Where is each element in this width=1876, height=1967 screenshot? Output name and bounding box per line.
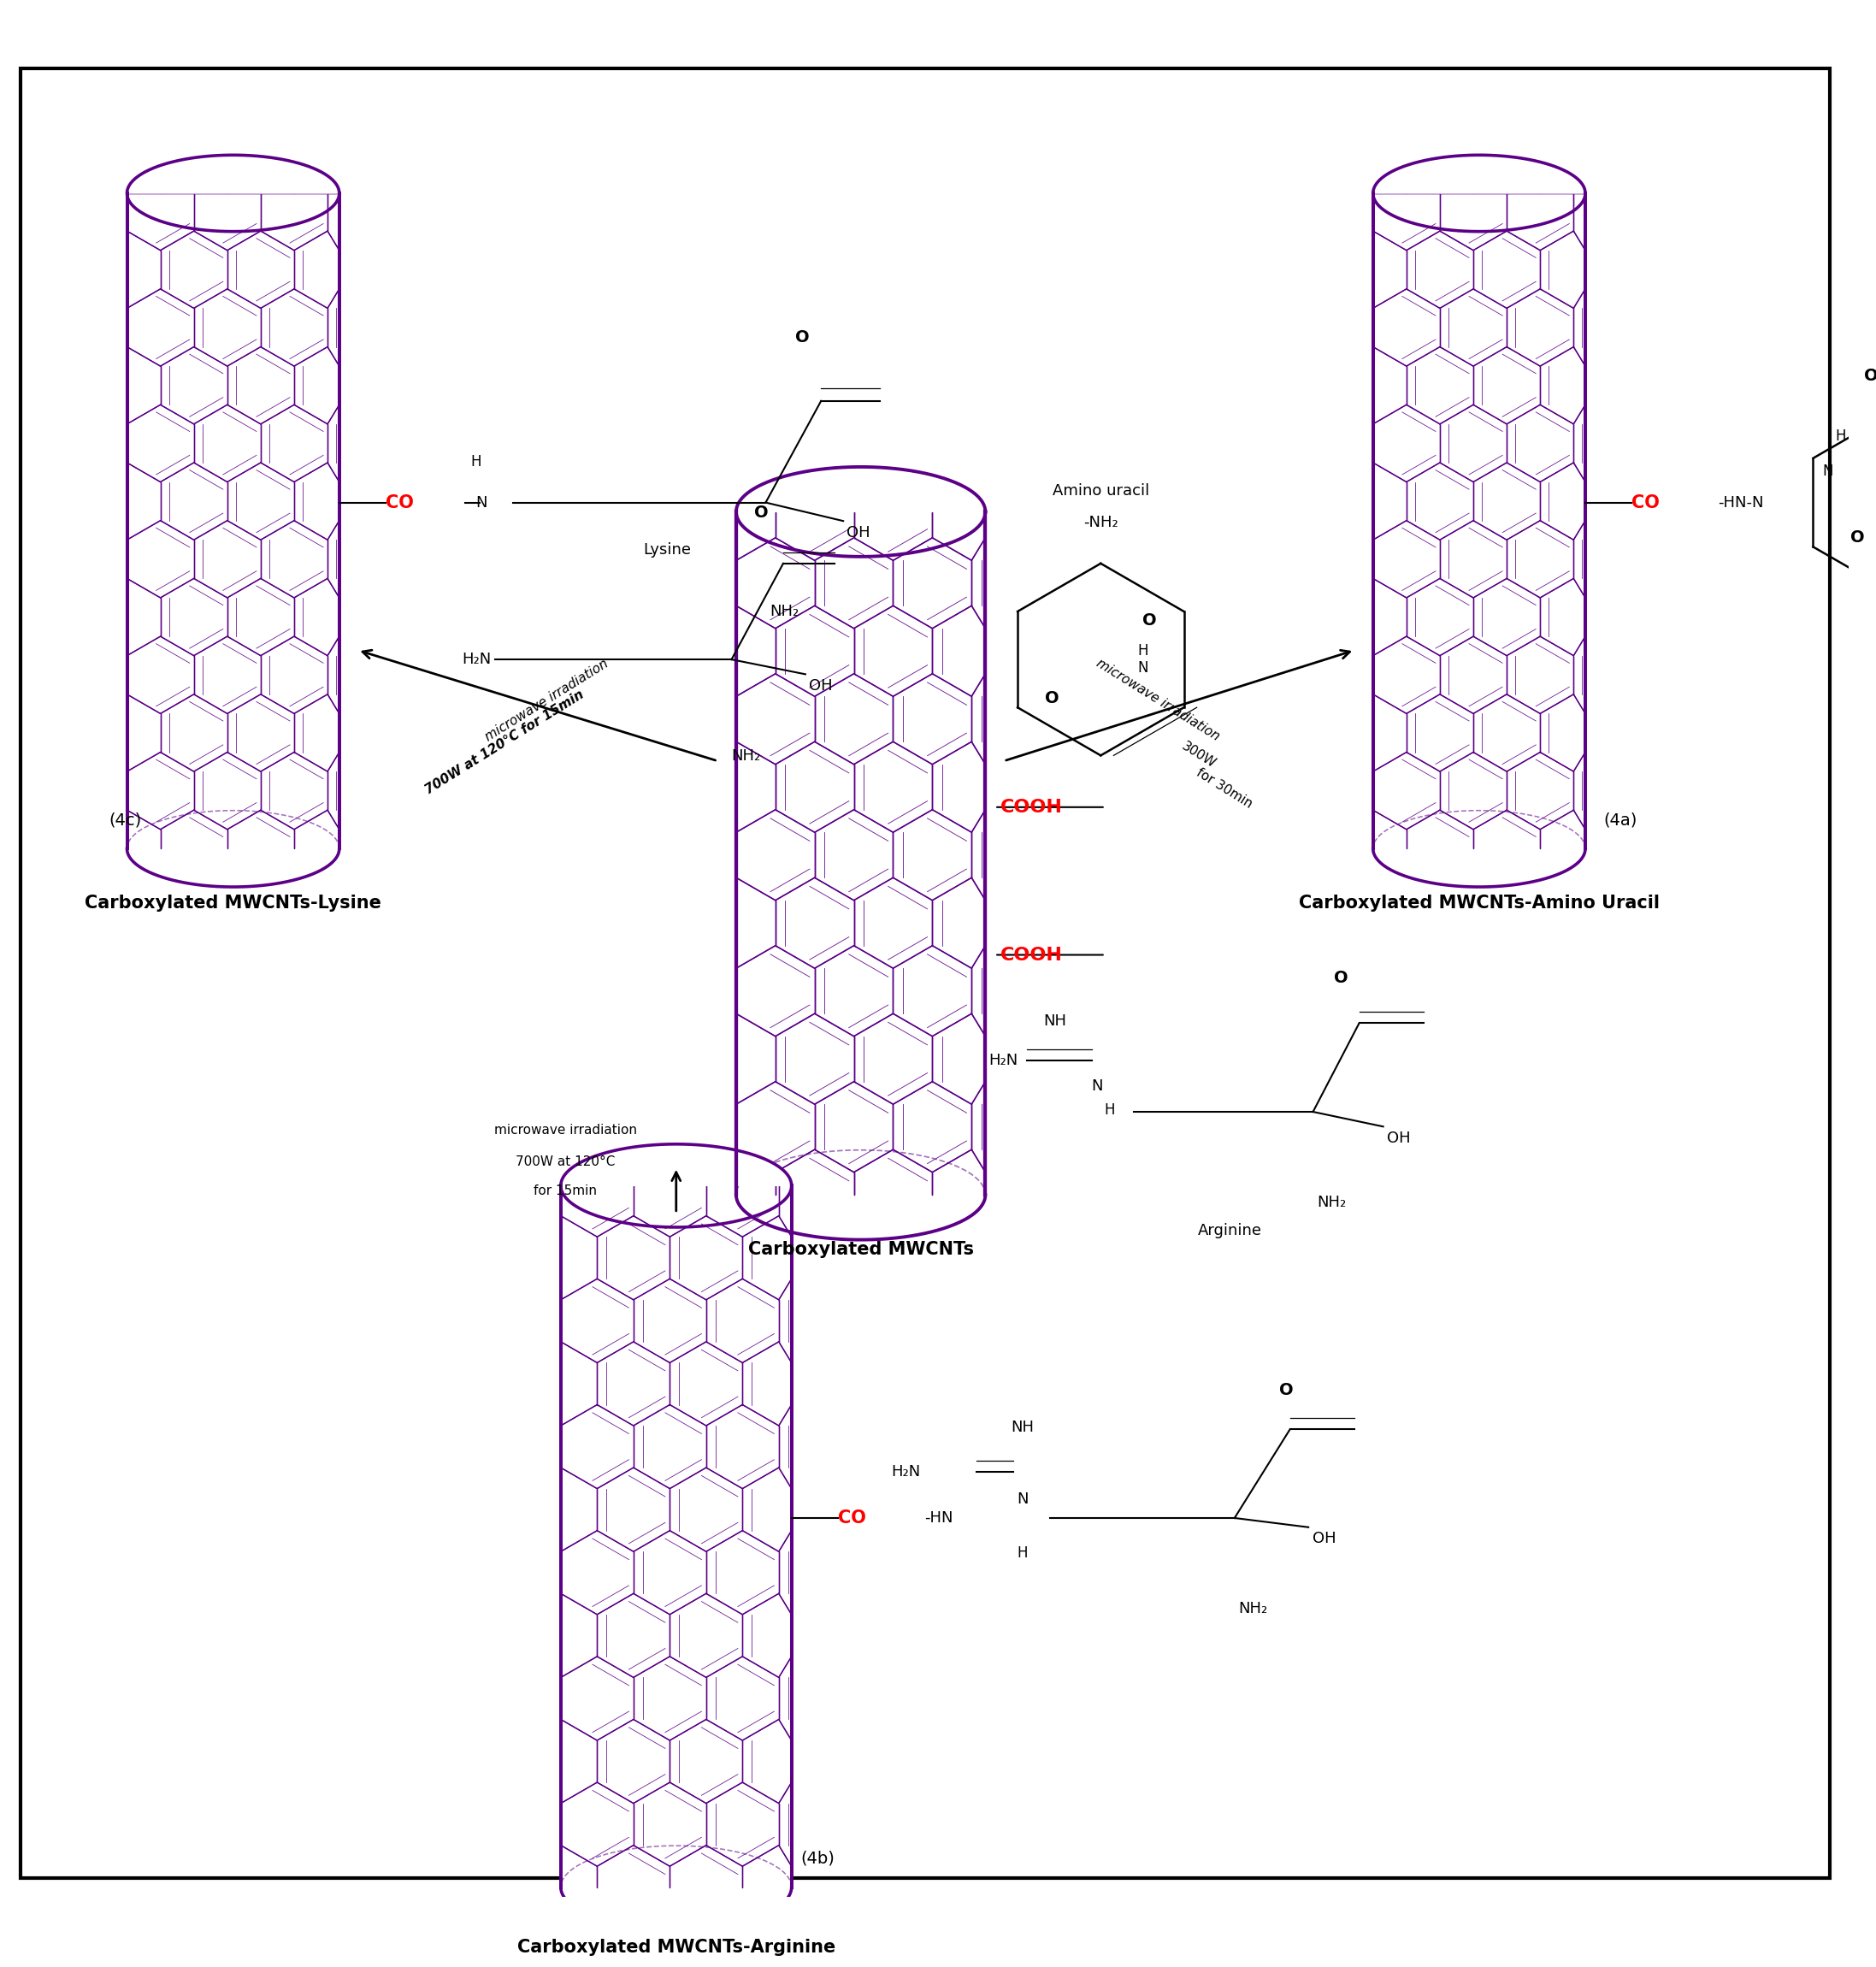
Text: microwave irradiation: microwave irradiation xyxy=(493,1123,636,1137)
Text: NH₂: NH₂ xyxy=(732,747,762,763)
Text: NH: NH xyxy=(1011,1420,1034,1434)
Text: (4c): (4c) xyxy=(109,812,141,828)
Polygon shape xyxy=(1373,155,1585,193)
Text: OH: OH xyxy=(1311,1530,1336,1546)
Text: Carboxylated MWCNTs-Arginine: Carboxylated MWCNTs-Arginine xyxy=(518,1939,835,1955)
Text: microwave irradiation: microwave irradiation xyxy=(482,657,612,744)
Polygon shape xyxy=(735,466,985,511)
Text: CO: CO xyxy=(839,1509,867,1526)
Bar xyxy=(735,511,985,1194)
Text: Carboxylated MWCNTs-Amino Uracil: Carboxylated MWCNTs-Amino Uracil xyxy=(1298,895,1660,913)
Text: CO: CO xyxy=(385,494,413,511)
Text: H: H xyxy=(1835,429,1846,443)
Text: O: O xyxy=(1142,612,1156,629)
Polygon shape xyxy=(561,1145,792,1186)
Text: -NH₂: -NH₂ xyxy=(1082,515,1118,531)
Text: O: O xyxy=(754,506,767,521)
Text: -HN: -HN xyxy=(925,1511,953,1526)
Text: CO: CO xyxy=(1632,494,1660,511)
Text: H₂N: H₂N xyxy=(989,1052,1017,1068)
Text: N: N xyxy=(477,496,488,509)
Text: O: O xyxy=(1334,970,1347,985)
Text: Lysine: Lysine xyxy=(643,543,690,559)
Text: OH: OH xyxy=(846,525,870,541)
Text: microwave irradiation: microwave irradiation xyxy=(1094,657,1221,744)
Text: COOH: COOH xyxy=(1000,946,1062,964)
Text: (4b): (4b) xyxy=(801,1851,835,1867)
Text: 700W at 120°C: 700W at 120°C xyxy=(516,1155,615,1168)
Text: Carboxylated MWCNTs: Carboxylated MWCNTs xyxy=(749,1241,974,1259)
Text: H₂N: H₂N xyxy=(461,651,492,667)
Bar xyxy=(561,1186,792,1886)
Bar xyxy=(128,193,340,848)
Text: (4a): (4a) xyxy=(1604,812,1638,828)
Text: N: N xyxy=(1822,464,1833,480)
Text: OH: OH xyxy=(1386,1131,1411,1145)
Text: H₂N: H₂N xyxy=(891,1463,921,1479)
Text: COOH: COOH xyxy=(1000,799,1062,816)
Text: Amino uracil: Amino uracil xyxy=(1052,484,1150,500)
Text: Carboxylated MWCNTs-Lysine: Carboxylated MWCNTs-Lysine xyxy=(84,895,381,913)
Text: N: N xyxy=(1092,1078,1103,1094)
Text: N: N xyxy=(1017,1491,1028,1507)
Bar xyxy=(1373,193,1585,848)
Text: Arginine: Arginine xyxy=(1199,1223,1263,1237)
Text: H: H xyxy=(471,454,482,470)
Text: NH: NH xyxy=(1043,1013,1066,1029)
Text: H: H xyxy=(1105,1103,1114,1117)
Text: NH₂: NH₂ xyxy=(769,604,799,620)
Text: OH: OH xyxy=(809,679,833,692)
Text: H
N: H N xyxy=(1139,643,1148,677)
Text: NH₂: NH₂ xyxy=(1317,1194,1347,1210)
Text: 700W at 120°C for 15min: 700W at 120°C for 15min xyxy=(422,688,585,797)
Text: O: O xyxy=(795,328,810,346)
Text: H: H xyxy=(1017,1546,1028,1562)
Text: O: O xyxy=(1045,690,1060,706)
Text: NH₂: NH₂ xyxy=(1238,1601,1268,1617)
Text: -HN-N: -HN-N xyxy=(1718,496,1763,509)
Text: O: O xyxy=(1279,1381,1293,1399)
Text: for 15min: for 15min xyxy=(535,1184,597,1198)
Text: 300W: 300W xyxy=(1180,740,1218,771)
Text: O: O xyxy=(1865,368,1876,384)
Text: O: O xyxy=(1850,529,1865,545)
Polygon shape xyxy=(128,155,340,193)
Text: for 30min: for 30min xyxy=(1195,767,1255,810)
